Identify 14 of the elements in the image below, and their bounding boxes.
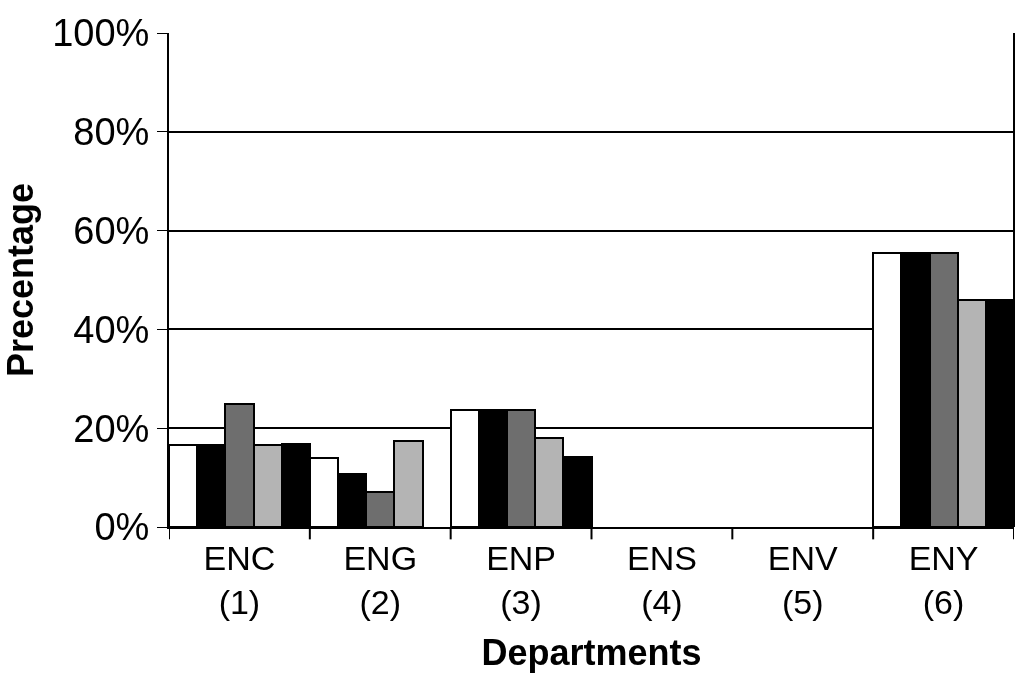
y-tick-label: 80% [73,111,150,154]
y-axis-title: Precentage [0,182,41,378]
x-tick-label: ENG (2) [343,538,418,621]
y-tick-label: 0% [94,506,150,549]
x-tick-label: ENS (4) [626,538,697,621]
x-tick-label: ENY (6) [908,538,979,621]
y-tick-label: 20% [73,407,150,450]
x-tick-label: ENV (5) [767,538,839,621]
y-tick-label: 60% [73,209,150,252]
x-tick-label: ENP (3) [486,538,557,621]
x-tick-label: ENC (1) [203,538,276,621]
y-tick-label: 40% [73,308,150,351]
y-tick-label: 100% [52,12,150,55]
x-axis-title: Departments [481,632,702,674]
